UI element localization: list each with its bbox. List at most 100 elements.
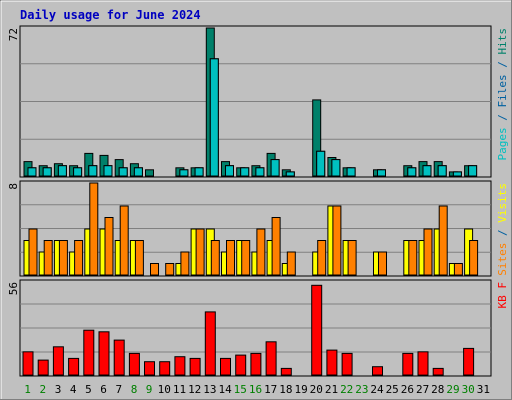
bar [250, 352, 262, 376]
x-tick-label: 4 [70, 383, 77, 396]
bar [317, 240, 327, 276]
axis-label-middle: Sites / Visits [496, 183, 509, 276]
x-tick-label: 17 [264, 383, 277, 396]
bar [408, 240, 418, 276]
bar [42, 167, 52, 177]
x-tick-label: 6 [100, 383, 107, 396]
bar [159, 361, 171, 376]
bar [195, 228, 205, 276]
bar [204, 311, 216, 376]
bar [22, 351, 34, 376]
bar [194, 167, 204, 177]
bar [285, 171, 295, 177]
x-tick-label: 22 [340, 383, 353, 396]
bar [453, 263, 463, 276]
bar [463, 347, 475, 376]
bar [332, 205, 342, 276]
panel-top: 72 Pages / Files / Hits [7, 25, 509, 178]
axis-label-top: Pages / Files / Hits [496, 28, 509, 161]
x-tick-label: 1 [24, 383, 31, 396]
bar [28, 228, 38, 276]
bar [422, 165, 432, 177]
y-max-label: 72 [7, 28, 20, 41]
bar [407, 167, 417, 177]
bar [469, 240, 479, 276]
x-tick-label: 10 [158, 383, 171, 396]
bar [119, 205, 129, 276]
x-tick-label: 2 [39, 383, 46, 396]
x-tick-label: 25 [386, 383, 399, 396]
axis-label-part: Sites [496, 243, 509, 276]
bar [256, 228, 266, 276]
x-tick-label: 11 [173, 383, 186, 396]
axis-label-part: KB F [496, 282, 509, 309]
bar [235, 354, 247, 376]
bar [468, 165, 478, 177]
chart-panels: 72 Pages / Files / Hits 8 Sites / Visits 56 K… [7, 25, 509, 377]
bar [225, 165, 234, 177]
bar [180, 251, 190, 276]
bar [58, 240, 68, 276]
bar [68, 357, 80, 376]
bar [270, 159, 280, 177]
series-kb-f [22, 284, 475, 376]
bar [74, 240, 84, 276]
x-tick-label: 8 [131, 383, 138, 396]
panel-middle: 8 Sites / Visits [7, 180, 509, 277]
bar [377, 169, 386, 177]
axis-label-part: Files [496, 74, 509, 107]
bar [189, 357, 201, 376]
bar [133, 167, 143, 177]
bar [89, 182, 99, 276]
bar [134, 240, 144, 276]
bar [241, 240, 251, 276]
x-tick-label: 24 [370, 383, 384, 396]
bar [88, 165, 98, 177]
bar [128, 352, 140, 376]
x-tick-label: 5 [85, 383, 92, 396]
bar [378, 251, 387, 276]
axis-label-part: Visits [496, 183, 509, 223]
bar [372, 366, 383, 376]
bar [286, 251, 296, 276]
y-max-label: 56 [7, 282, 20, 295]
bar [174, 356, 186, 376]
axis-label-part: / [496, 223, 509, 243]
x-tick-label: 15 [234, 383, 247, 396]
bar [226, 240, 235, 276]
bar [402, 352, 414, 376]
bar [37, 359, 49, 376]
bar [165, 263, 175, 276]
bar [43, 240, 53, 276]
bar [144, 361, 155, 376]
bar [103, 165, 113, 177]
x-tick-label: 23 [355, 383, 368, 396]
x-tick-label: 16 [249, 383, 262, 396]
bar [179, 169, 189, 177]
series-sites [28, 182, 479, 276]
bar [73, 167, 83, 177]
bar [271, 217, 281, 276]
bar [311, 284, 323, 376]
x-tick-label: 12 [188, 383, 201, 396]
bar [98, 331, 110, 376]
bar [240, 167, 250, 177]
bar [150, 263, 159, 276]
bar [331, 159, 341, 177]
x-tick-label: 21 [325, 383, 338, 396]
x-tick-labels: 1 2 3 4 5 6 7 8 9 10 11 12 13 14 15 16 17 18 19 20 21 22 23 24 2… [24, 383, 490, 396]
bar [265, 341, 277, 376]
bar [438, 205, 448, 276]
axis-label-part: / [496, 108, 509, 128]
bar [210, 240, 220, 276]
bar [316, 150, 326, 177]
bar [255, 167, 265, 177]
x-tick-label: 20 [310, 383, 323, 396]
bar [346, 167, 356, 177]
x-tick-label: 28 [431, 383, 444, 396]
bar [118, 167, 128, 177]
series-pages [27, 58, 478, 177]
axis-label-bottom: KB F [496, 282, 509, 309]
axis-label-part: Pages [496, 127, 509, 160]
